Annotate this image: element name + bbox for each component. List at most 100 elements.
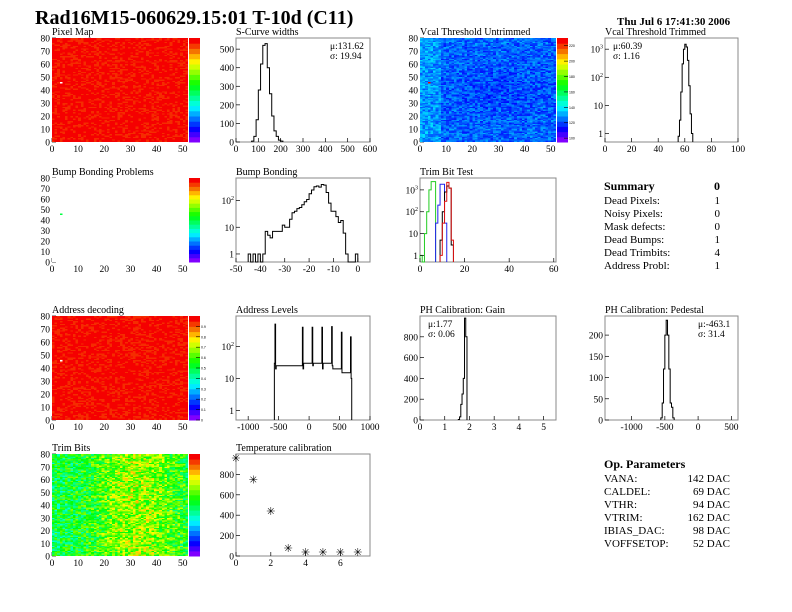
colorbar-swatch: [189, 186, 200, 192]
colorbar-swatch: [557, 38, 568, 44]
y-tick-label: 70: [41, 463, 51, 473]
colorbar-swatch: [189, 121, 200, 127]
summary-row: Address Probl: 1: [604, 260, 720, 273]
colorbar-swatch: [189, 90, 200, 96]
colorbar-swatch: [557, 110, 568, 117]
x-tick-label: 1000: [361, 423, 380, 433]
x-tick-label: 0: [418, 145, 423, 155]
colorbar-swatch: [557, 90, 568, 96]
colorbar-tick-label: 0.5: [201, 367, 206, 371]
colorbar-swatch: [189, 394, 200, 400]
colorbar-swatch: [189, 378, 200, 385]
colorbar-swatch: [189, 38, 200, 44]
x-tick-label: 4: [303, 559, 308, 569]
x-tick-label: 400: [318, 145, 333, 155]
colorbar-swatch: [189, 373, 200, 379]
y-tick-label: 400: [404, 375, 419, 385]
x-tick-label: 4: [517, 423, 522, 433]
colorbar-swatch: [189, 399, 200, 405]
x-tick-label: 0: [50, 265, 55, 275]
colorbar-swatch: [557, 58, 568, 65]
y-tick-label: 103: [591, 45, 604, 56]
y-tick-label: 40: [41, 365, 51, 375]
data-point-marker: ✳: [318, 546, 327, 559]
colorbar-swatch: [189, 326, 200, 333]
exponent: 3: [415, 185, 418, 191]
y-tick-label: 50: [594, 395, 604, 405]
row-label: CALDEL:: [604, 486, 651, 498]
summary-row: Mask defects: 0: [604, 221, 720, 234]
histogram-series: [439, 181, 454, 262]
x-tick-label: -20: [303, 265, 316, 275]
x-tick-label: 200: [274, 145, 289, 155]
colorbar-tick-label: 0.4: [201, 377, 206, 381]
colorbar-tick-label: 0.6: [201, 356, 206, 360]
colorbar-swatch: [189, 388, 200, 395]
colorbar-tick-label: 0.7: [201, 346, 206, 350]
y-tick-label: 60: [41, 61, 51, 71]
chart-title: PH Calibration: Gain: [420, 305, 505, 316]
y-tick-label: 70: [41, 185, 51, 195]
y-tick-label: 10: [41, 404, 51, 414]
row-value: 0: [714, 208, 721, 220]
x-tick-label: -40: [254, 265, 267, 275]
x-tick-label: 0: [418, 423, 423, 433]
colorbar-swatch: [189, 241, 200, 246]
colorbar-swatch: [189, 316, 200, 322]
y-tick-label: 70: [409, 48, 419, 58]
x-tick-label: 40: [504, 265, 514, 275]
colorbar-swatch: [189, 409, 200, 416]
plot-frame: [235, 453, 371, 557]
histogram-series: [435, 183, 448, 262]
y-tick-label: 102: [222, 342, 235, 353]
colorbar-swatch: [189, 236, 200, 242]
colorbar-swatch: [189, 525, 200, 531]
chart-title: Bump Bonding: [236, 167, 297, 178]
chart-title: Address Levels: [236, 305, 298, 316]
y-tick-label: 0: [45, 553, 50, 563]
y-tick-label: 1: [598, 130, 603, 140]
y-tick-label: 1: [229, 407, 234, 417]
colorbar-tick-label: 120: [569, 121, 575, 125]
heatmap-address-decoding: [52, 316, 188, 420]
colorbar-swatch: [189, 331, 200, 338]
colorbar-swatch: [189, 43, 200, 49]
stats-label: μ:1.77: [428, 320, 453, 330]
y-tick-label: 0: [229, 553, 234, 563]
y-tick-label: 80: [41, 175, 51, 185]
row-label: IBIAS_DAC:: [604, 525, 665, 537]
colorbar-swatch: [557, 69, 568, 75]
y-tick-label: 1: [413, 252, 418, 262]
histogram-series: [457, 317, 468, 420]
colorbar-tick-label: 220: [569, 44, 575, 48]
y-tick-label: 40: [409, 87, 419, 97]
y-tick-label: 600: [220, 491, 235, 501]
y-tick-label: 0: [45, 417, 50, 427]
row-label: Address Probl:: [604, 260, 670, 272]
x-tick-label: 40: [653, 145, 663, 155]
colorbar-swatch: [189, 84, 200, 91]
colorbar-swatch: [189, 178, 200, 183]
colorbar-swatch: [557, 43, 568, 49]
y-tick-label: 30: [409, 100, 419, 110]
colorbar-swatch: [189, 203, 200, 208]
colorbar-swatch: [189, 190, 200, 196]
colorbar-swatch: [189, 74, 200, 81]
colorbar-swatch: [189, 414, 200, 421]
x-tick-label: 10: [73, 559, 83, 569]
row-value: 98 DAC: [693, 525, 730, 537]
colorbar-swatch: [189, 228, 200, 234]
row-label: Noisy Pixels:: [604, 208, 663, 220]
x-tick-label: -500: [270, 423, 288, 433]
op-parameter-row: VTRIM: 162 DAC: [604, 512, 730, 525]
chart-title: Bump Bonding Problems: [52, 167, 154, 178]
y-tick-label: 200: [404, 396, 419, 406]
colorbar-swatch: [189, 199, 200, 204]
colorbar-swatch: [189, 383, 200, 390]
colorbar-swatch: [189, 362, 200, 369]
x-tick-label: -500: [656, 423, 674, 433]
colorbar-swatch: [189, 64, 200, 70]
x-tick-label: -1000: [237, 423, 259, 433]
colorbar-swatch: [189, 69, 200, 75]
